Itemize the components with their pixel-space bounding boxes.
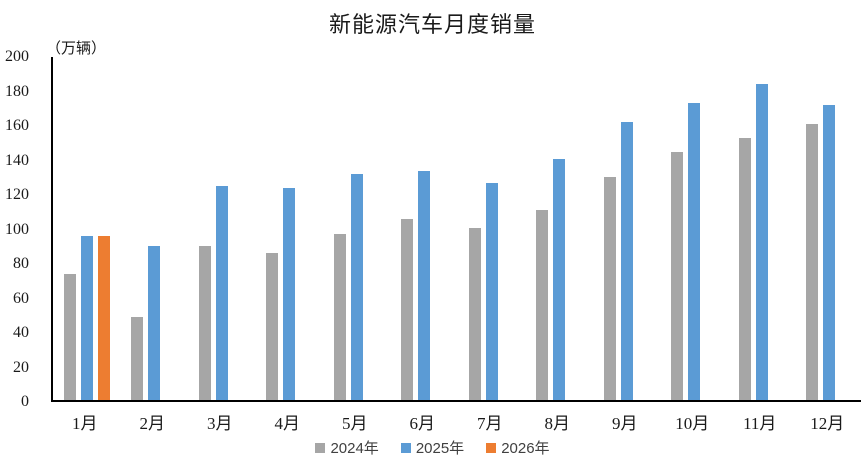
y-tick-label: 200 — [5, 48, 29, 65]
legend-swatch-icon — [486, 442, 497, 453]
legend-item-2024年: 2024年 — [315, 437, 379, 458]
y-tick-label: 180 — [5, 82, 29, 100]
bar-2024年-3月 — [198, 246, 211, 400]
bar-2024年-2月 — [131, 317, 144, 400]
legend-swatch-icon — [400, 442, 411, 453]
bar-2025年-7月 — [485, 182, 498, 400]
bar-2025年-2月 — [148, 246, 161, 400]
x-tick-label-5月: 5月 — [342, 414, 368, 433]
bar-2026年-1月 — [97, 236, 110, 400]
bar-2025年-3月 — [215, 186, 228, 400]
category-slot-4 — [256, 57, 324, 400]
x-tick-label-9月: 9月 — [612, 414, 638, 433]
legend: 2024年 2025年 2026年 — [0, 437, 865, 458]
legend-label: 2026年 — [501, 440, 550, 457]
category-slot-8 — [526, 57, 594, 400]
bar-2025年-11月 — [755, 84, 768, 400]
bar-2025年-8月 — [553, 158, 566, 400]
category-slot-7 — [458, 57, 526, 400]
bar-2025年-5月 — [350, 174, 363, 400]
y-tick-label: 140 — [5, 151, 29, 169]
x-tick-label-7月: 7月 — [477, 414, 503, 433]
y-tick-label: 20 — [13, 358, 29, 376]
bar-2024年-7月 — [468, 227, 481, 400]
category-slot-11 — [728, 57, 796, 400]
x-tick-label-6月: 6月 — [409, 414, 436, 433]
bar-2025年-12月 — [823, 105, 836, 400]
x-tick-label-1月: 1月 — [72, 414, 98, 433]
category-slot-3 — [188, 57, 256, 400]
legend-swatch-icon — [315, 442, 326, 453]
y-tick-label: 40 — [13, 324, 29, 341]
x-tick-label-2月: 2月 — [139, 414, 166, 433]
bar-2025年-6月 — [418, 170, 431, 400]
chart-title: 新能源汽车月度销量 — [328, 12, 536, 37]
x-tick-label-3月: 3月 — [207, 414, 233, 433]
category-slot-9 — [593, 57, 661, 400]
bar-2024年-12月 — [806, 124, 819, 400]
y-axis-unit-label: （万辆） — [46, 41, 107, 57]
category-slot-12 — [796, 57, 864, 400]
bar-2024年-11月 — [738, 137, 751, 400]
bar-2024年-4月 — [266, 253, 279, 400]
y-tick-label: 60 — [13, 289, 29, 307]
bar-2025年-4月 — [283, 187, 296, 400]
bar-2024年-10月 — [671, 151, 684, 400]
plot-area — [51, 57, 861, 402]
y-tick-label: 80 — [13, 255, 29, 272]
bar-2024年-8月 — [536, 210, 549, 400]
legend-label: 2024年 — [330, 440, 379, 457]
category-slot-5 — [323, 57, 391, 400]
x-tick-label-4月: 4月 — [274, 414, 301, 433]
y-tick-label: 160 — [5, 117, 29, 134]
y-tick-label: 100 — [5, 220, 29, 238]
bar-2025年-1月 — [80, 236, 93, 400]
bar-2024年-1月 — [63, 274, 76, 400]
legend-item-2026年: 2026年 — [486, 437, 550, 458]
category-slot-6 — [391, 57, 459, 400]
x-tick-label-12月: 12月 — [810, 414, 845, 433]
legend-label: 2025年 — [415, 440, 465, 457]
bar-2024年-9月 — [603, 177, 616, 400]
x-tick-label-11月: 11月 — [743, 414, 777, 433]
category-slot-2 — [121, 57, 189, 400]
bar-2024年-5月 — [333, 234, 346, 400]
legend-item-2025年: 2025年 — [400, 437, 465, 458]
bar-2025年-10月 — [688, 103, 701, 400]
x-tick-label-10月: 10月 — [675, 414, 710, 433]
category-slot-1 — [53, 57, 121, 400]
bar-2025年-9月 — [620, 122, 633, 400]
y-tick-label: 0 — [21, 393, 29, 410]
category-slot-10 — [661, 57, 729, 400]
y-tick-label: 120 — [5, 186, 29, 203]
bar-2024年-6月 — [401, 218, 414, 400]
x-tick-label-8月: 8月 — [544, 414, 571, 433]
